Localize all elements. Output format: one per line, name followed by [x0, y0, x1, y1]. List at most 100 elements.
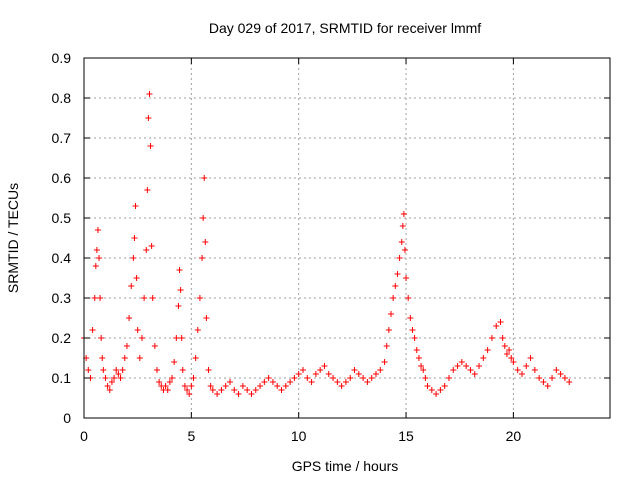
data-point [527, 355, 534, 361]
data-point [536, 375, 543, 381]
data-point [91, 295, 98, 301]
data-point [214, 391, 221, 397]
data-point [493, 323, 500, 329]
data-point [418, 363, 425, 369]
data-point [364, 379, 371, 385]
x-axis-tick-labels: 0 5 10 15 20 [80, 428, 521, 444]
data-point [98, 335, 105, 341]
data-point [102, 375, 109, 381]
data-point [544, 383, 551, 389]
data-point [175, 303, 182, 309]
x-tick-label: 5 [187, 428, 195, 444]
data-point [508, 355, 515, 361]
data-point [269, 379, 276, 385]
y-tick-label: 0.5 [52, 210, 72, 226]
data-point [342, 379, 349, 385]
data-point [123, 343, 130, 349]
data-point [239, 383, 246, 389]
data-point [121, 355, 128, 361]
data-point [196, 295, 203, 301]
data-point [117, 375, 124, 381]
data-point [441, 383, 448, 389]
data-point [143, 247, 150, 253]
data-point [351, 367, 358, 373]
data-point [148, 243, 155, 249]
data-point [179, 367, 186, 373]
data-point [126, 315, 133, 321]
data-point [394, 271, 401, 277]
data-point [338, 383, 345, 389]
data-point [181, 383, 188, 389]
data-point [503, 351, 510, 357]
data-point [549, 375, 556, 381]
data-point [92, 263, 99, 269]
data-point [422, 375, 429, 381]
data-point [355, 371, 362, 377]
y-tick-label: 0.8 [52, 90, 72, 106]
data-point [372, 371, 379, 377]
data-point [149, 295, 156, 301]
data-point [405, 295, 412, 301]
data-point [433, 391, 440, 397]
y-tick-label: 0.7 [52, 130, 72, 146]
data-point [106, 387, 113, 393]
data-point [202, 239, 209, 245]
data-point [226, 379, 233, 385]
data-point [128, 283, 135, 289]
grid-layer [84, 58, 610, 418]
data-point [424, 383, 431, 389]
data-point [252, 387, 259, 393]
data-point [497, 319, 504, 325]
data-point [104, 383, 111, 389]
data-point [407, 315, 414, 321]
data-point [85, 367, 92, 373]
data-point [295, 371, 302, 377]
y-axis-tick-labels: 0 0.1 0.2 0.3 0.4 0.5 0.6 0.7 0.8 0.9 [52, 50, 72, 426]
data-point [156, 379, 163, 385]
data-point [113, 367, 120, 373]
x-tick-label: 10 [291, 428, 307, 444]
data-point [523, 363, 530, 369]
data-point [173, 335, 180, 341]
data-point [488, 335, 495, 341]
data-point [138, 335, 145, 341]
data-point [131, 235, 138, 241]
data-point [190, 375, 197, 381]
data-point [304, 375, 311, 381]
data-point [411, 335, 418, 341]
data-point [308, 379, 315, 385]
plot-frame [83, 57, 611, 419]
data-point [192, 355, 199, 361]
data-point [383, 343, 390, 349]
data-point [231, 387, 238, 393]
data-point [540, 379, 547, 385]
y-tick-label: 0.4 [52, 250, 72, 266]
data-point [321, 363, 328, 369]
data-point [99, 355, 106, 361]
data-point [377, 367, 384, 373]
data-point [368, 375, 375, 381]
data-point [381, 359, 388, 365]
data-point [145, 115, 152, 121]
data-point [100, 367, 107, 373]
data-point [257, 383, 264, 389]
data-point [334, 379, 341, 385]
data-point [111, 375, 118, 381]
data-point [201, 175, 208, 181]
data-point [218, 387, 225, 393]
data-point [207, 383, 214, 389]
y-tick-label: 0.2 [52, 330, 72, 346]
data-point [209, 387, 216, 393]
data-point [222, 383, 229, 389]
data-point [171, 359, 178, 365]
data-point [89, 327, 96, 333]
data-point [278, 387, 285, 393]
data-point [510, 359, 517, 365]
data-point [467, 367, 474, 373]
data-point [97, 295, 104, 301]
data-point [130, 255, 137, 261]
data-point [409, 327, 416, 333]
data-point [403, 275, 410, 281]
data-point [454, 363, 461, 369]
data-point [501, 343, 508, 349]
